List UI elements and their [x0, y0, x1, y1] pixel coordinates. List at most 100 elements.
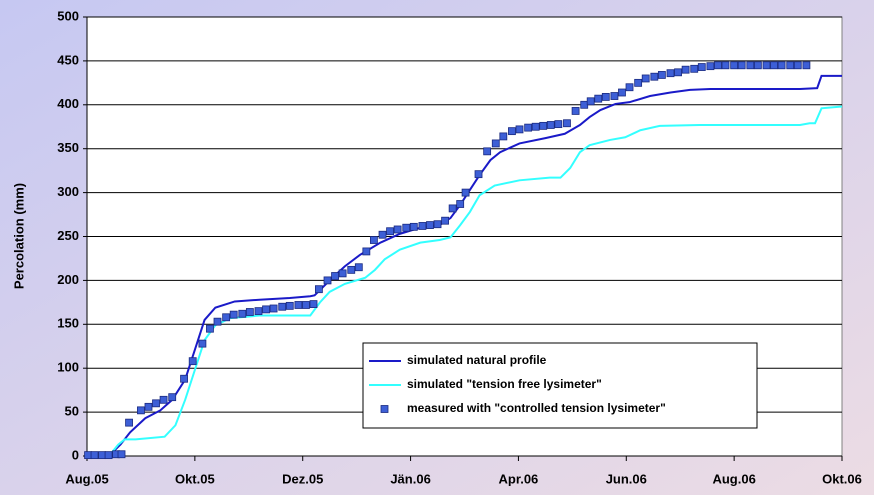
data-point: [254, 307, 263, 316]
data-point: [674, 68, 682, 77]
data-point: [104, 451, 113, 460]
data-point: [697, 63, 706, 71]
y-tick-label: 450: [57, 52, 79, 67]
y-tick-label: 0: [72, 447, 79, 462]
data-point: [546, 121, 555, 129]
data-point: [168, 393, 177, 402]
data-point: [125, 418, 133, 427]
data-point: [159, 395, 168, 404]
data-point: [746, 61, 755, 70]
data-point: [586, 97, 595, 106]
marks: [84, 61, 843, 460]
y-tick-label: 400: [57, 96, 79, 111]
data-point: [657, 71, 666, 79]
x-tick-label: Aug.05: [65, 471, 108, 486]
y-tick-label: 50: [65, 404, 79, 419]
data-point: [753, 61, 762, 70]
data-point: [354, 263, 363, 272]
data-point: [302, 301, 310, 309]
data-point: [491, 139, 500, 148]
data-point: [409, 222, 418, 231]
data-point: [426, 221, 434, 229]
data-point: [580, 100, 589, 109]
data-point: [309, 300, 318, 309]
data-point: [531, 122, 540, 131]
data-point: [762, 61, 771, 70]
data-point: [152, 399, 160, 408]
x-tick-label: Aug.06: [712, 471, 755, 486]
data-point: [706, 62, 715, 71]
data-point: [601, 92, 610, 101]
data-point: [515, 125, 524, 134]
data-point: [554, 120, 563, 129]
legend-symbol: [380, 405, 389, 413]
data-point: [402, 223, 411, 232]
data-point: [338, 269, 347, 278]
data-point: [524, 123, 533, 132]
x-tick-label: Apr.06: [499, 471, 539, 486]
data-point: [456, 200, 465, 208]
y-tick-label: 200: [57, 272, 79, 287]
data-point: [180, 374, 188, 383]
data-point: [690, 64, 699, 73]
data-point: [331, 272, 339, 280]
data-point: [483, 147, 492, 156]
y-tick-label: 300: [57, 184, 79, 199]
data-point: [314, 285, 323, 294]
data-point: [294, 301, 303, 309]
x-tick-label: Okt.05: [175, 471, 215, 486]
data-point: [347, 265, 356, 274]
data-point: [641, 74, 650, 83]
data-point: [499, 132, 508, 141]
data-point: [625, 83, 634, 92]
data-point: [137, 406, 145, 415]
data-point: [362, 247, 371, 256]
data-point: [433, 220, 442, 229]
y-axis-label: Percolation (mm): [11, 183, 26, 289]
data-point: [84, 451, 92, 460]
legend-label: simulated "tension free lysimeter": [407, 377, 602, 391]
data-point: [278, 302, 287, 311]
data-point: [269, 304, 278, 313]
series-line: [86, 105, 843, 457]
data-point: [238, 309, 247, 318]
data-point: [777, 61, 786, 70]
x-tick-label: Jun.06: [606, 471, 647, 486]
data-point: [650, 72, 659, 81]
x-tick-label: Jän.06: [390, 471, 430, 486]
data-point: [618, 88, 626, 97]
x-tick-label: Dez.05: [282, 471, 323, 486]
data-point: [90, 451, 99, 460]
data-point: [386, 227, 394, 236]
data-point: [98, 451, 106, 460]
legend-label: simulated natural profile: [407, 353, 547, 367]
data-point: [393, 225, 402, 234]
data-point: [229, 310, 238, 319]
y-tick-label: 150: [57, 316, 79, 331]
data-point: [461, 188, 470, 197]
data-point: [508, 127, 516, 136]
data-point: [770, 61, 778, 70]
legend: simulated natural profile simulated "tens…: [362, 342, 758, 429]
data-point: [418, 222, 427, 230]
data-point: [571, 107, 580, 115]
data-point: [474, 170, 483, 179]
data-point: [285, 301, 294, 310]
data-point: [793, 61, 802, 70]
data-point: [213, 317, 222, 326]
data-point: [721, 61, 730, 70]
y-tick-label: 100: [57, 360, 79, 375]
data-point: [206, 324, 214, 333]
y-tick-label: 350: [57, 140, 79, 155]
data-point: [730, 61, 739, 70]
data-point: [737, 61, 746, 70]
legend-label: measured with "controlled tension lysime…: [407, 401, 666, 415]
data-point: [539, 121, 548, 130]
data-point: [563, 119, 571, 128]
data-point: [198, 339, 207, 348]
data-point: [594, 94, 603, 103]
data-point: [369, 236, 378, 244]
x-tick-label: Okt.06: [822, 471, 862, 486]
